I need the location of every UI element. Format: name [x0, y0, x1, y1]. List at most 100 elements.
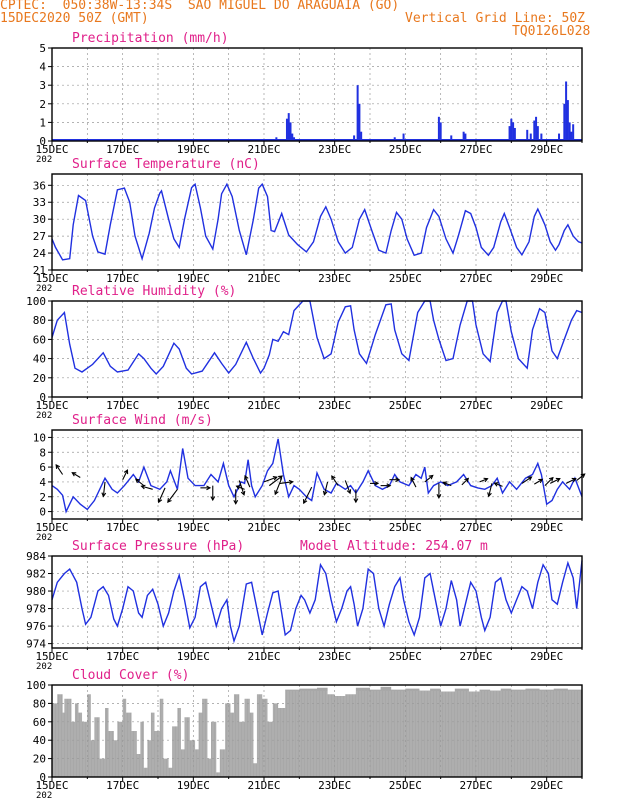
panel-1: 21 24 27 30 33 36 15DEC 17DEC 19DEC 21DEC 23DEC 25D… [33, 157, 583, 294]
wind-arrow-head [442, 481, 448, 486]
y-tick-label: 0 [39, 391, 46, 404]
header-grid-note: Vertical Grid Line: 50Z [405, 11, 586, 26]
wind-arrow-head [386, 483, 392, 489]
wind-arrow-head [274, 490, 279, 496]
wind-arrow-head [428, 474, 434, 480]
wind-arrow-head [71, 472, 77, 477]
series-line [51, 560, 583, 644]
x-tick-label: 25DEC [389, 143, 422, 156]
x-tick-label: 27DEC [459, 272, 492, 285]
wind-arrow [323, 481, 329, 495]
y-tick-label: 0 [39, 771, 46, 784]
x-tick-label: 23DEC [318, 650, 351, 663]
x-year-stub: 202 [36, 284, 52, 294]
wind-arrow-head [527, 476, 533, 481]
x-tick-label: 15DEC [35, 779, 68, 792]
wind-arrow [167, 489, 178, 503]
wind-arrow-head [322, 490, 328, 496]
wind-arrow [549, 478, 561, 484]
y-tick-label: 40 [33, 734, 46, 747]
x-tick-label: 29DEC [530, 143, 563, 156]
wind-arrow [424, 475, 434, 483]
wind-arrow [461, 478, 469, 486]
wind-arrow [244, 475, 251, 488]
x-tick-label: 25DEC [389, 650, 422, 663]
y-tick-label: 27 [33, 230, 46, 243]
x-tick-label: 29DEC [530, 399, 563, 412]
y-tick-label: 6 [39, 461, 46, 474]
precip-bar [508, 126, 511, 141]
wind-arrow-head [303, 499, 308, 505]
wind-arrow [344, 480, 351, 494]
x-tick-label: 27DEC [459, 779, 492, 792]
precip-bar [356, 85, 359, 141]
panel-5: 0 20 40 60 80 100 15DEC 17DEC 19DEC 21DEC 23DEC 25D… [26, 668, 583, 800]
x-tick-label: 21DEC [247, 143, 280, 156]
panel-title: Surface Temperature (nC) [72, 157, 260, 172]
panel-frame [51, 300, 583, 398]
y-tick-label: 4 [39, 61, 46, 74]
y-tick-label: 60 [33, 333, 46, 346]
precip-bar [464, 133, 467, 141]
wind-arrow-head [101, 492, 107, 498]
wind-arrow-head [206, 485, 212, 491]
precip-bar [462, 131, 465, 141]
wind-arrow-head [157, 498, 163, 504]
wind-arrow-head [436, 494, 442, 499]
wind-arrow [443, 481, 452, 487]
wind-arrow-head [55, 463, 60, 469]
x-tick-label: 19DEC [177, 143, 210, 156]
panel-4: 974 976 978 980 982 984 15DEC 17DEC 19DEC 21DEC 23… [26, 539, 583, 672]
y-tick-label: 24 [33, 247, 47, 260]
wind-arrow [274, 478, 283, 495]
y-tick-label: 1 [39, 116, 46, 129]
y-tick-label: 2 [39, 491, 46, 504]
y-tick-label: 982 [26, 568, 46, 581]
wind-arrow [55, 464, 64, 475]
x-year-stub: 202 [36, 662, 52, 672]
x-tick-label: 21DEC [247, 272, 280, 285]
precip-bar [510, 118, 513, 141]
x-tick-label: 15DEC [35, 521, 68, 534]
wind-arrow [521, 476, 532, 484]
wind-arrow [488, 483, 493, 497]
y-tick-label: 80 [33, 314, 46, 327]
x-tick-label: 19DEC [177, 272, 210, 285]
x-tick-label: 29DEC [530, 779, 563, 792]
x-tick-label: 21DEC [247, 650, 280, 663]
wind-arrow-head [244, 474, 249, 480]
y-tick-label: 4 [39, 476, 46, 489]
x-year-stub: 202 [36, 155, 52, 165]
x-tick-label: 23DEC [318, 521, 351, 534]
x-tick-label: 29DEC [530, 272, 563, 285]
precip-bar [535, 116, 538, 141]
precip-bar [568, 122, 571, 141]
y-tick-label: 0 [39, 506, 46, 519]
y-tick-label: 8 [39, 446, 46, 459]
wind-arrow-head [235, 485, 241, 490]
y-tick-label: 60 [33, 716, 46, 729]
x-tick-label: 23DEC [318, 272, 351, 285]
x-tick-label: 29DEC [530, 521, 563, 534]
x-tick-label: 15DEC [35, 143, 68, 156]
precip-bar [563, 103, 566, 141]
precip-bar [439, 122, 442, 141]
x-tick-label: 19DEC [177, 399, 210, 412]
y-tick-label: 30 [33, 213, 46, 226]
y-tick-label: 20 [33, 372, 46, 385]
wind-arrow-head [353, 498, 359, 504]
wind-arrow-head [331, 475, 336, 481]
precip-bar [402, 133, 405, 141]
panel-title: Cloud Cover (%) [72, 668, 189, 683]
wind-arrow [238, 480, 245, 496]
panel-title: Relative Humidity (%) [72, 284, 236, 299]
wind-arrow-head [134, 478, 140, 484]
wind-arrow-head [233, 499, 239, 505]
wind-arrow-head [167, 498, 172, 504]
panel-title: Surface Pressure (hPa) [72, 539, 244, 554]
x-tick-label: 25DEC [389, 521, 422, 534]
wind-arrow-head [140, 484, 146, 490]
wind-arrow [71, 472, 81, 478]
x-tick-label: 15DEC [35, 272, 68, 285]
